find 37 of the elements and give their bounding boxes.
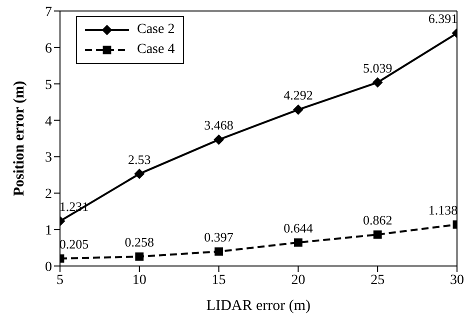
data-label: 0.862 bbox=[362, 212, 392, 228]
data-label: 0.258 bbox=[124, 234, 154, 250]
legend-label: Case 4 bbox=[137, 41, 175, 59]
y-tick-label: 0 bbox=[45, 260, 52, 275]
y-axis-title: Position error (m) bbox=[11, 80, 28, 196]
y-tick-label: 4 bbox=[45, 114, 52, 130]
x-tick-label: 30 bbox=[450, 272, 464, 288]
y-tick-label: 1 bbox=[45, 224, 52, 239]
y-tick-label: 3 bbox=[45, 150, 52, 166]
point bbox=[214, 247, 223, 256]
x-axis-title: LIDAR error (m) bbox=[206, 298, 311, 314]
point bbox=[214, 134, 224, 145]
x-tick-label: 20 bbox=[291, 272, 306, 288]
data-label: 1.138 bbox=[428, 202, 458, 218]
data-label: 2.53 bbox=[128, 152, 151, 167]
x-tick-label: 15 bbox=[212, 272, 226, 288]
data-label: 3.468 bbox=[204, 118, 234, 133]
y-tick-label: 2 bbox=[45, 187, 52, 202]
x-tick-label: 5 bbox=[56, 272, 64, 288]
data-label: 0.644 bbox=[284, 220, 314, 236]
point bbox=[135, 252, 144, 261]
point bbox=[372, 77, 383, 88]
point bbox=[373, 230, 382, 239]
x-tick-label: 10 bbox=[132, 272, 146, 288]
point bbox=[293, 104, 304, 115]
y-tick-label: 6 bbox=[45, 41, 52, 56]
point bbox=[134, 168, 144, 179]
data-label: 0.397 bbox=[204, 230, 234, 245]
y-tick-label: 7 bbox=[45, 4, 52, 20]
point bbox=[294, 238, 302, 247]
data-label: 0.205 bbox=[59, 236, 89, 252]
data-label: 5.039 bbox=[362, 60, 392, 76]
data-label: 6.391 bbox=[428, 11, 458, 26]
y-tick-label: 5 bbox=[45, 78, 52, 93]
data-label: 4.292 bbox=[284, 88, 313, 103]
x-tick-label: 25 bbox=[370, 272, 385, 288]
legend-label: Case 2 bbox=[137, 21, 175, 39]
